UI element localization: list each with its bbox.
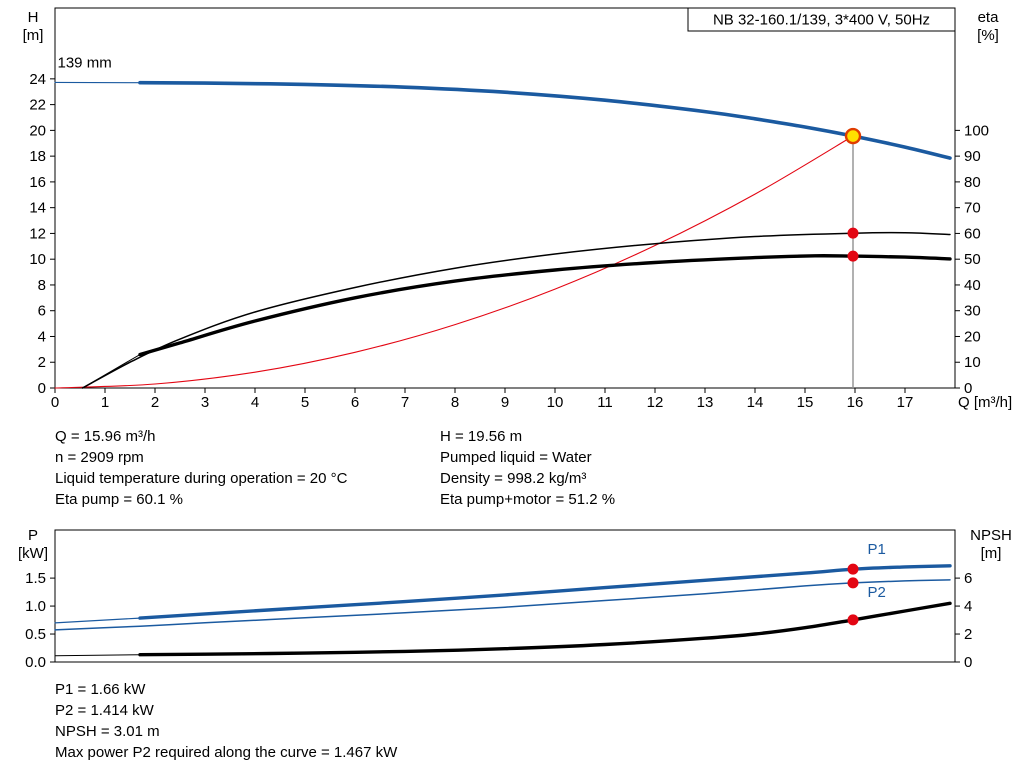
p1-curve (138, 564, 952, 620)
x-tick-label: 7 (401, 394, 409, 411)
qh-x-axis-label: Q [m³/h] (958, 394, 1012, 411)
y-left-tick-label: 0.0 (25, 654, 46, 671)
x-tick-label: 8 (451, 394, 459, 411)
y-right-tick-label: 30 (964, 303, 981, 320)
y-right-tick-label: 40 (964, 277, 981, 294)
duty-info-left: Q = 15.96 m³/h n = 2909 rpm Liquid tempe… (55, 426, 347, 510)
y-left-tick-label: 12 (29, 225, 46, 242)
y-right-tick-label: 2 (964, 626, 972, 643)
y-right-tick-label: 10 (964, 354, 981, 371)
x-tick-label: 3 (201, 394, 209, 411)
info-line-liquid: Pumped liquid = Water (440, 449, 592, 466)
y-right-tick-label: 60 (964, 225, 981, 242)
p1-point (847, 563, 859, 575)
y-right-tick-label: 100 (964, 122, 989, 139)
x-tick-label: 11 (597, 394, 613, 411)
y-right-tick-label: 0 (964, 654, 972, 671)
power-npsh-chart: 0.0 0.5 1.0 1.5 0 2 4 6 P[kW] NPSH[m] P1 P2 (18, 527, 1012, 671)
x-tick-label: 15 (797, 394, 814, 411)
x-tick-label: 1 (101, 394, 109, 411)
x-tick-label: 9 (501, 394, 509, 411)
info-line-max-p2: Max power P2 required along the curve = … (55, 744, 398, 761)
info-line-head: H = 19.56 m (440, 428, 523, 445)
y-left-tick-label: 0.5 (25, 626, 46, 643)
eta-pump-point (847, 227, 859, 239)
y-right-tick-label: 70 (964, 200, 981, 217)
chart-title-box (687, 7, 956, 32)
power-npsh-info: P1 = 1.66 kW P2 = 1.414 kW NPSH = 3.01 m… (55, 679, 397, 763)
duty-info-right: H = 19.56 m Pumped liquid = Water Densit… (440, 426, 615, 510)
duty-point (844, 127, 862, 145)
eta-pump-motor-lead (82, 354, 141, 389)
info-line-eta-total: Eta pump+motor = 51.2 % (440, 491, 616, 508)
x-tick-label: 4 (251, 394, 259, 411)
qh-y-left-axis-label: H (28, 9, 39, 26)
x-tick-label: 5 (301, 394, 309, 411)
x-tick-label: 13 (697, 394, 714, 411)
head-curve-139mm (138, 80, 952, 160)
y-right-tick-label: 4 (964, 598, 972, 615)
x-tick-label: 12 (647, 394, 664, 411)
qh-y-right-axis-unit: [%] (977, 27, 999, 44)
y-left-tick-label: 0 (38, 380, 46, 397)
info-line-npsh: NPSH = 3.01 m (55, 723, 160, 740)
pnpsh-y-right-axis-label: NPSH (970, 527, 1012, 544)
y-left-tick-label: 10 (29, 251, 46, 268)
y-right-tick-label: 20 (964, 328, 981, 345)
x-tick-label: 0 (51, 394, 59, 411)
curve-label-P2: P2 (868, 584, 886, 601)
x-tick-label: 10 (547, 394, 564, 411)
pnpsh-y-right-axis-unit: [m] (981, 545, 1002, 562)
info-line-flow: Q = 15.96 m³/h (55, 428, 156, 445)
y-left-tick-label: 1.5 (25, 570, 46, 587)
y-right-tick-label: 80 (964, 174, 981, 191)
system-curve (54, 135, 854, 389)
y-left-tick-label: 20 (29, 122, 46, 139)
y-left-tick-label: 24 (29, 71, 46, 88)
y-right-tick-label: 6 (964, 570, 972, 587)
info-line-speed: n = 2909 rpm (55, 449, 144, 466)
x-tick-label: 14 (747, 394, 764, 411)
qh-eta-chart: 0 1 2 3 4 5 6 7 8 9 10 11 12 13 14 15 16 1702468101214161… (23, 7, 1012, 411)
eta-pump-motor-point (847, 250, 859, 262)
x-tick-label: 6 (351, 394, 359, 411)
info-line-p2: P2 = 1.414 kW (55, 702, 154, 719)
y-left-tick-label: 22 (29, 97, 46, 114)
y-left-tick-label: 18 (29, 148, 46, 165)
y-left-tick-label: 14 (29, 200, 46, 217)
info-line-p1: P1 = 1.66 kW (55, 681, 146, 698)
pnpsh-plot-frame (54, 529, 956, 663)
info-line-eta-pump: Eta pump = 60.1 % (55, 491, 183, 508)
y-right-tick-label: 50 (964, 251, 981, 268)
p2-curve (54, 579, 951, 631)
y-left-tick-label: 4 (38, 328, 46, 345)
npsh-point (847, 614, 859, 626)
npsh-curve-lead (54, 654, 141, 657)
chart-title: NB 32-160.1/139, 3*400 V, 50Hz (713, 12, 930, 29)
y-left-tick-label: 2 (38, 354, 46, 371)
x-tick-label: 16 (847, 394, 864, 411)
y-left-tick-label: 16 (29, 174, 46, 191)
x-tick-label: 2 (151, 394, 159, 411)
pnpsh-y-left-axis-unit: [kW] (18, 545, 48, 562)
x-tick-label: 17 (897, 394, 914, 411)
qh-y-left-axis-unit: [m] (23, 27, 44, 44)
y-left-tick-label: 8 (38, 277, 46, 294)
qh-plot-frame (54, 7, 956, 389)
qh-y-right-axis-label: eta (978, 9, 1000, 26)
info-line-temperature: Liquid temperature during operation = 20… (55, 470, 348, 487)
curve-label-P1: P1 (868, 541, 886, 558)
pnpsh-y-left-axis-label: P (28, 527, 38, 544)
impeller-diameter-label: 139 mm (58, 54, 112, 71)
eta-pump-motor-curve (138, 254, 952, 357)
p2-point (847, 577, 859, 589)
info-line-density: Density = 998.2 kg/m³ (440, 470, 587, 487)
y-right-tick-label: 0 (964, 380, 972, 397)
y-right-tick-label: 90 (964, 148, 981, 165)
y-left-tick-label: 6 (38, 303, 46, 320)
p1-curve-lead (54, 617, 141, 624)
y-left-tick-label: 1.0 (25, 598, 46, 615)
